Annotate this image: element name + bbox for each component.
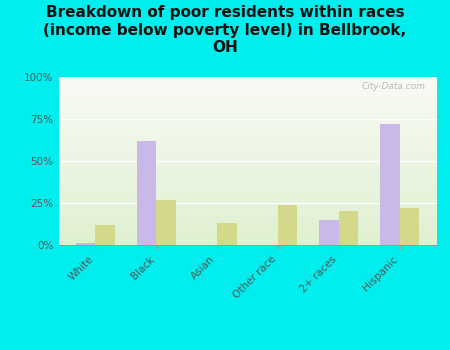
Bar — [58, 225, 450, 228]
Bar — [58, 167, 450, 169]
Bar — [58, 80, 450, 83]
Bar — [58, 203, 450, 206]
Bar — [58, 97, 450, 99]
Bar — [58, 147, 450, 150]
Bar — [58, 172, 450, 175]
Bar — [58, 214, 450, 217]
Bar — [58, 158, 450, 161]
Bar — [58, 239, 450, 242]
Bar — [58, 161, 450, 164]
Bar — [58, 150, 450, 153]
Bar — [58, 200, 450, 203]
Bar — [58, 237, 450, 239]
Bar — [58, 153, 450, 155]
Bar — [58, 91, 450, 94]
Bar — [58, 155, 450, 158]
Bar — [58, 88, 450, 91]
Text: City-Data.com: City-Data.com — [361, 82, 425, 91]
Bar — [58, 119, 450, 122]
Bar — [58, 197, 450, 200]
Bar — [58, 164, 450, 167]
Bar — [58, 136, 450, 139]
Bar — [58, 195, 450, 197]
Bar — [380, 124, 400, 245]
Bar — [58, 77, 450, 80]
Bar — [136, 141, 156, 245]
Bar — [217, 223, 237, 245]
Bar — [58, 85, 450, 88]
Bar — [58, 99, 450, 102]
Bar — [58, 102, 450, 105]
Bar — [58, 228, 450, 231]
Bar — [58, 211, 450, 214]
Bar — [58, 105, 450, 108]
Bar — [58, 169, 450, 172]
Bar — [58, 178, 450, 181]
Bar — [58, 181, 450, 183]
Bar — [58, 144, 450, 147]
Bar — [58, 231, 450, 234]
Bar — [58, 122, 450, 125]
Bar — [320, 220, 339, 245]
Bar — [58, 217, 450, 220]
Bar — [58, 189, 450, 192]
Bar — [58, 223, 450, 225]
Bar — [58, 127, 450, 130]
Bar — [58, 113, 450, 116]
Text: Breakdown of poor residents within races
(income below poverty level) in Bellbro: Breakdown of poor residents within races… — [44, 5, 406, 55]
Bar — [58, 183, 450, 186]
Bar — [58, 175, 450, 178]
Bar — [339, 211, 359, 245]
Bar — [278, 205, 297, 245]
Bar — [58, 108, 450, 111]
Bar — [58, 116, 450, 119]
Bar — [58, 220, 450, 223]
Bar — [400, 208, 419, 245]
Bar — [58, 209, 450, 211]
Bar — [58, 192, 450, 195]
Bar — [58, 125, 450, 127]
Bar — [76, 243, 95, 245]
Bar — [58, 206, 450, 209]
Bar — [58, 234, 450, 237]
Bar — [58, 94, 450, 97]
Bar — [156, 199, 176, 245]
Bar — [95, 225, 115, 245]
Bar — [58, 186, 450, 189]
Bar — [58, 111, 450, 113]
Bar — [58, 139, 450, 141]
Bar — [58, 141, 450, 144]
Bar — [58, 242, 450, 245]
Bar — [58, 130, 450, 133]
Bar — [58, 133, 450, 136]
Bar — [58, 83, 450, 85]
